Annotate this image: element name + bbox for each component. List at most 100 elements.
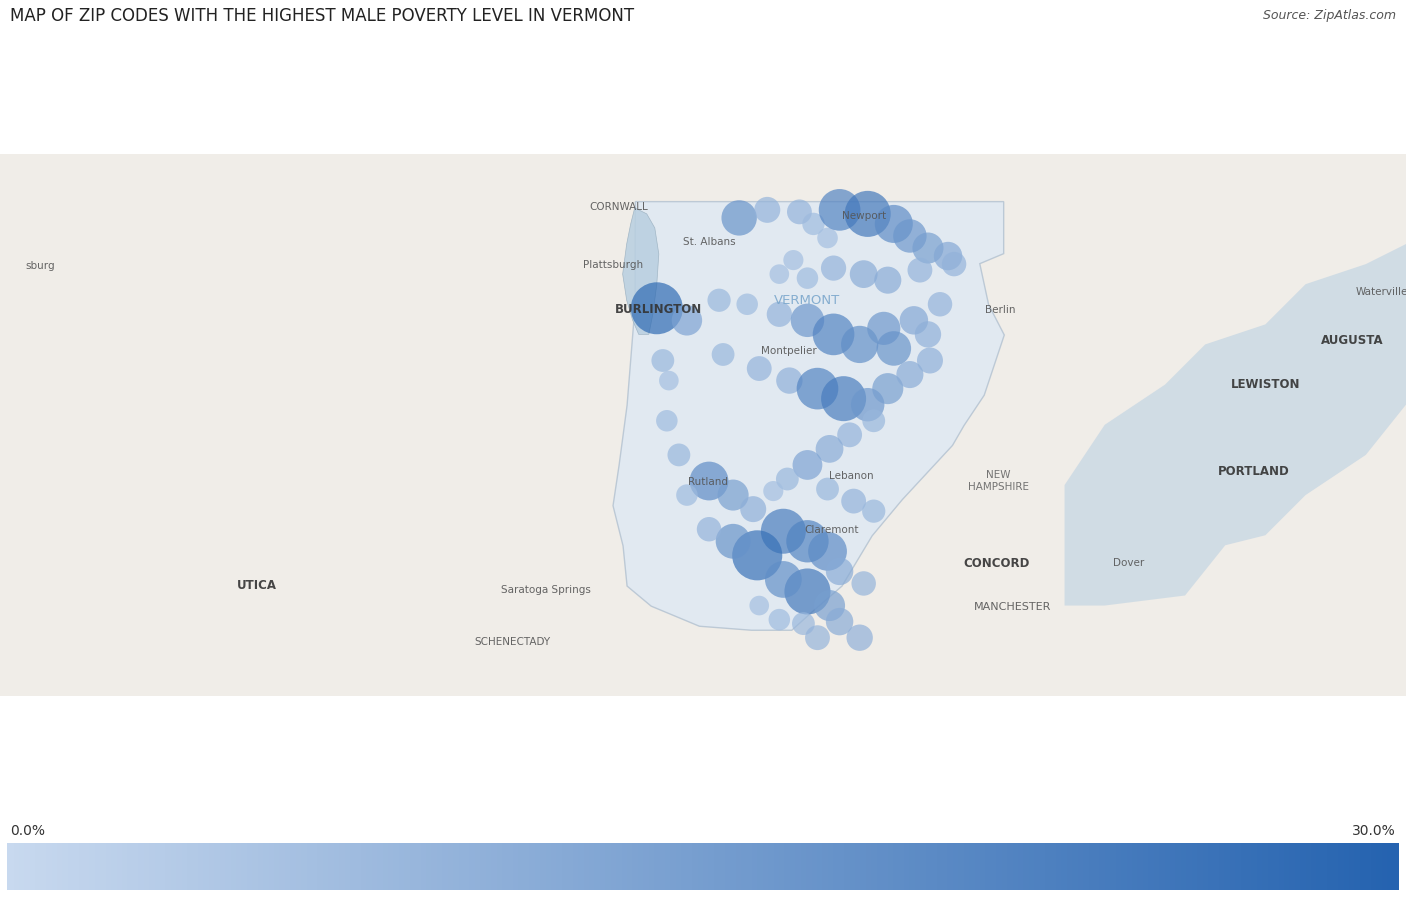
Point <box>768 612 790 627</box>
Point <box>768 267 790 281</box>
Text: Saratoga Springs: Saratoga Springs <box>502 585 592 595</box>
Text: LEWISTON: LEWISTON <box>1230 378 1301 391</box>
Point <box>852 267 875 281</box>
Point <box>697 474 720 488</box>
Point <box>676 313 699 327</box>
Point <box>806 381 828 396</box>
Text: MAP OF ZIP CODES WITH THE HIGHEST MALE POVERTY LEVEL IN VERMONT: MAP OF ZIP CODES WITH THE HIGHEST MALE P… <box>10 6 634 25</box>
Text: PORTLAND: PORTLAND <box>1218 466 1289 478</box>
Point <box>796 458 818 472</box>
Text: Dover: Dover <box>1114 558 1144 568</box>
Point <box>707 293 730 307</box>
Point <box>772 524 794 539</box>
Text: 30.0%: 30.0% <box>1353 823 1396 838</box>
Point <box>903 313 925 327</box>
Point <box>862 504 884 519</box>
Point <box>748 599 770 613</box>
Point <box>796 534 818 548</box>
Text: Claremont: Claremont <box>804 525 859 535</box>
Point <box>856 207 879 221</box>
Text: Rutland: Rutland <box>688 477 728 487</box>
Point <box>768 307 790 322</box>
Text: CORNWALL: CORNWALL <box>589 202 648 212</box>
Text: 0.0%: 0.0% <box>10 823 45 838</box>
Point <box>898 368 921 382</box>
Point <box>817 231 839 245</box>
Point <box>828 202 851 217</box>
Point <box>842 494 865 508</box>
Text: VERMONT: VERMONT <box>775 294 841 307</box>
Point <box>658 373 681 387</box>
Point <box>721 488 744 503</box>
Point <box>838 428 860 442</box>
Point <box>655 414 678 428</box>
Point <box>917 241 939 255</box>
Text: Montpelier: Montpelier <box>762 346 817 357</box>
Point <box>917 327 939 342</box>
Point <box>645 301 668 316</box>
Point <box>762 484 785 498</box>
Text: St. Albans: St. Albans <box>683 237 735 247</box>
Point <box>806 630 828 645</box>
Text: CONCORD: CONCORD <box>963 556 1029 570</box>
Text: Lebanon: Lebanon <box>830 471 875 481</box>
Point <box>929 297 952 311</box>
Point <box>818 441 841 456</box>
Point <box>782 253 804 267</box>
Text: Newport: Newport <box>842 211 886 221</box>
Point <box>668 448 690 462</box>
Point <box>883 342 905 356</box>
Text: NEW
HAMPSHIRE: NEW HAMPSHIRE <box>967 470 1029 492</box>
Point <box>776 472 799 486</box>
Text: Source: ZipAtlas.com: Source: ZipAtlas.com <box>1263 9 1396 22</box>
Point <box>651 353 673 368</box>
Point <box>856 397 879 412</box>
Point <box>747 548 769 563</box>
Point <box>778 373 800 387</box>
Point <box>756 202 779 217</box>
Point <box>936 249 959 263</box>
Point <box>818 599 841 613</box>
Point <box>697 522 720 537</box>
Point <box>862 414 884 428</box>
Point <box>803 217 825 231</box>
Point <box>735 297 758 311</box>
Point <box>792 617 814 631</box>
Point <box>876 273 898 288</box>
Point <box>796 313 818 327</box>
Point <box>898 228 921 243</box>
Polygon shape <box>613 201 1004 630</box>
Point <box>817 482 839 496</box>
Point <box>828 614 851 628</box>
Point <box>796 271 818 285</box>
Text: AUGUSTA: AUGUSTA <box>1320 334 1384 347</box>
Point <box>772 573 794 587</box>
Point <box>721 534 744 548</box>
Text: sburg: sburg <box>25 261 55 271</box>
Text: BURLINGTON: BURLINGTON <box>616 303 703 316</box>
Point <box>789 205 811 219</box>
Text: Berlin: Berlin <box>986 306 1015 316</box>
Text: MANCHESTER: MANCHESTER <box>973 601 1052 611</box>
Point <box>817 544 839 558</box>
Polygon shape <box>1064 244 1406 606</box>
Point <box>832 391 855 405</box>
Polygon shape <box>623 208 659 334</box>
Point <box>823 327 845 342</box>
Point <box>711 347 734 361</box>
Point <box>848 630 870 645</box>
Point <box>908 263 931 277</box>
Point <box>742 502 765 516</box>
Point <box>728 210 751 225</box>
Point <box>873 321 896 335</box>
Point <box>876 381 898 396</box>
Point <box>883 217 905 231</box>
Point <box>823 261 845 275</box>
Text: UTICA: UTICA <box>238 579 277 592</box>
Text: Waterville: Waterville <box>1355 287 1406 298</box>
Point <box>828 565 851 579</box>
Text: SCHENECTADY: SCHENECTADY <box>474 636 550 646</box>
Point <box>918 353 941 368</box>
Point <box>796 584 818 599</box>
Point <box>852 576 875 591</box>
